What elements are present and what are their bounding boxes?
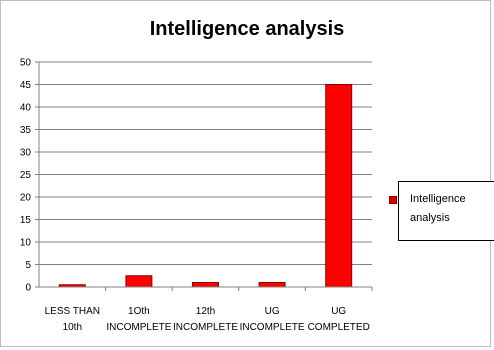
bar: [192, 282, 219, 288]
y-tick-label: 25: [20, 170, 32, 181]
y-tick-label: 45: [20, 80, 32, 91]
y-tick-label: 30: [20, 148, 32, 159]
y-tick-label: 15: [20, 215, 32, 226]
x-tick-label: 12th INCOMPLETE: [173, 306, 238, 333]
y-tick-label: 10: [20, 238, 32, 249]
x-tick-label: UG COMPLETED: [308, 306, 370, 333]
legend-label: Intelligence analysis: [410, 193, 466, 224]
bar: [325, 84, 353, 288]
y-tick-label: 20: [20, 193, 32, 204]
y-tick-label: 50: [20, 58, 32, 69]
legend-swatch: [389, 196, 397, 204]
y-tick-label: 35: [20, 125, 32, 136]
legend: [398, 181, 494, 241]
bar: [125, 275, 153, 288]
x-tick-label: 1Oth INCOMPLETE: [106, 306, 171, 333]
y-tick-label: 5: [25, 260, 31, 271]
bar: [258, 282, 286, 288]
chart-title: Intelligence analysis: [149, 18, 345, 40]
y-tick-label: 40: [20, 103, 32, 114]
x-tick-label: UG INCOMPLETE: [240, 306, 305, 333]
y-tick-label: 0: [25, 283, 31, 294]
x-tick-label: LESS THAN 10th: [45, 306, 100, 333]
